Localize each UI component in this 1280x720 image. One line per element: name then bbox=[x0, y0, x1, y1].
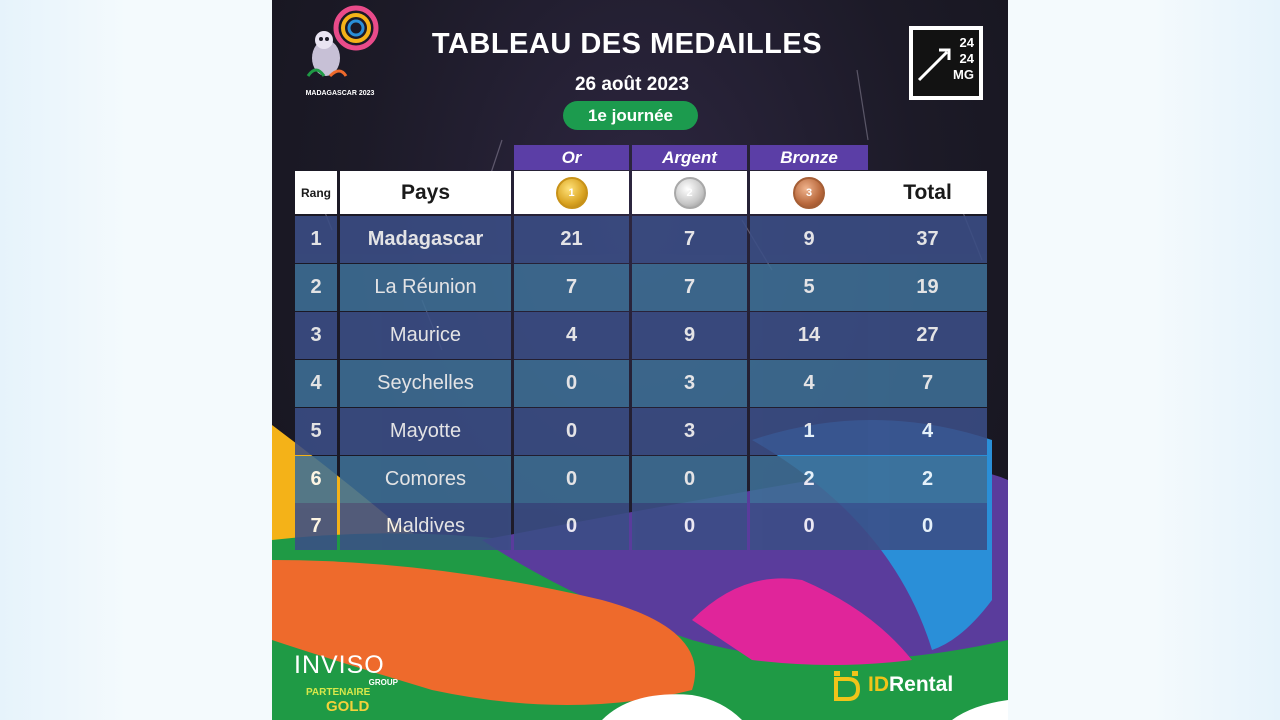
column-header-total: Total bbox=[868, 171, 987, 214]
orange-wave bbox=[272, 560, 696, 705]
sponsor-partner-label: PARTENAIRE bbox=[306, 687, 371, 698]
white-swirl bbox=[602, 694, 742, 720]
sponsor-tier-label: GOLD bbox=[326, 698, 370, 715]
cell-country: Madagascar bbox=[340, 216, 511, 263]
sponsor-inviso: INVISO GROUP PARTENAIRE GOLD bbox=[294, 652, 424, 720]
cell-total: 2 bbox=[868, 456, 987, 503]
cell-bronze: 0 bbox=[750, 503, 868, 550]
cell-rank: 2 bbox=[295, 264, 337, 311]
cell-silver: 0 bbox=[632, 456, 747, 503]
cell-total: 0 bbox=[868, 503, 987, 550]
cell-rank: 4 bbox=[295, 360, 337, 407]
medal-table-poster: MADAGASCAR 2023 TABLEAU DES MEDAILLES 26… bbox=[272, 0, 1008, 720]
cell-rank: 6 bbox=[295, 456, 337, 503]
cell-bronze: 2 bbox=[750, 456, 868, 503]
idrental-logo-icon bbox=[834, 671, 861, 701]
brand-logo-line-2: 24 bbox=[959, 51, 974, 66]
cell-country: Maldives bbox=[340, 503, 511, 550]
arrow-icon bbox=[917, 48, 951, 82]
cell-silver: 0 bbox=[632, 503, 747, 550]
idrental-prefix: ID bbox=[868, 673, 889, 696]
idrental-wordmark: IDRental bbox=[868, 673, 953, 697]
brand-logo-line-1: 24 bbox=[959, 35, 974, 50]
sponsor-idrental: IDRental bbox=[832, 667, 953, 703]
media-brand-logo: 24 24 MG bbox=[909, 26, 983, 100]
cell-rank: 1 bbox=[295, 216, 337, 263]
day-badge: 1e journée bbox=[563, 101, 698, 130]
column-header-country: Pays bbox=[340, 171, 511, 214]
cell-silver: 3 bbox=[632, 360, 747, 407]
cell-total: 7 bbox=[868, 360, 987, 407]
table-row: 5 Mayotte 0 3 1 4 bbox=[295, 408, 987, 455]
brand-logo-line-3: MG bbox=[953, 67, 974, 82]
cell-bronze: 9 bbox=[750, 216, 868, 263]
cell-bronze: 14 bbox=[750, 312, 868, 359]
event-logo: MADAGASCAR 2023 bbox=[294, 4, 386, 102]
cell-rank: 7 bbox=[295, 503, 337, 550]
cell-country: Comores bbox=[340, 456, 511, 503]
cell-total: 19 bbox=[868, 264, 987, 311]
cell-country: Maurice bbox=[340, 312, 511, 359]
column-header-rank: Rang bbox=[295, 171, 337, 214]
table-row: 4 Seychelles 0 3 4 7 bbox=[295, 360, 987, 407]
cell-country: Seychelles bbox=[340, 360, 511, 407]
lemur-emblem-icon bbox=[306, 5, 379, 78]
cell-gold: 21 bbox=[514, 216, 629, 263]
cell-silver: 7 bbox=[632, 216, 747, 263]
cell-total: 4 bbox=[868, 408, 987, 455]
pink-wave bbox=[692, 578, 912, 665]
cell-gold: 0 bbox=[514, 360, 629, 407]
category-bronze: Bronze bbox=[750, 145, 868, 170]
cell-silver: 3 bbox=[632, 408, 747, 455]
cell-rank: 3 bbox=[295, 312, 337, 359]
table-row: 2 La Réunion 7 7 5 19 bbox=[295, 264, 987, 311]
cell-silver: 7 bbox=[632, 264, 747, 311]
category-silver: Argent bbox=[632, 145, 747, 170]
table-row: 3 Maurice 4 9 14 27 bbox=[295, 312, 987, 359]
gold-medal-icon: 1 bbox=[555, 176, 588, 209]
sponsor-inviso-name: INVISO bbox=[294, 651, 385, 679]
cell-gold: 0 bbox=[514, 456, 629, 503]
cell-country: Mayotte bbox=[340, 408, 511, 455]
table-row: 7 Maldives 0 0 0 0 bbox=[295, 503, 987, 550]
cell-rank: 5 bbox=[295, 408, 337, 455]
cell-total: 27 bbox=[868, 312, 987, 359]
bronze-medal-icon: 3 bbox=[793, 176, 825, 209]
event-logo-caption: MADAGASCAR 2023 bbox=[305, 90, 375, 97]
cell-gold: 7 bbox=[514, 264, 629, 311]
cell-gold: 4 bbox=[514, 312, 629, 359]
cell-gold: 0 bbox=[514, 503, 629, 550]
cell-total: 37 bbox=[868, 216, 987, 263]
table-row: 6 Comores 0 0 2 2 bbox=[295, 456, 987, 503]
cell-gold: 0 bbox=[514, 408, 629, 455]
cell-bronze: 5 bbox=[750, 264, 868, 311]
white-swirl-right bbox=[952, 700, 1008, 720]
silver-medal-icon: 2 bbox=[673, 176, 706, 209]
idrental-name: Rental bbox=[889, 673, 954, 696]
cell-silver: 9 bbox=[632, 312, 747, 359]
page-date: 26 août 2023 bbox=[574, 74, 690, 95]
cell-country: La Réunion bbox=[340, 264, 511, 311]
column-header-gold: 1 bbox=[514, 171, 629, 214]
cell-bronze: 4 bbox=[750, 360, 868, 407]
table-row: 1 Madagascar 21 7 9 37 bbox=[295, 216, 987, 263]
column-header-bronze: 3 bbox=[750, 171, 868, 214]
cell-bronze: 1 bbox=[750, 408, 868, 455]
category-gold: Or bbox=[514, 145, 629, 170]
column-header-silver: 2 bbox=[632, 171, 747, 214]
page-title: TABLEAU DES MEDAILLES bbox=[431, 28, 823, 60]
sponsor-inviso-group: GROUP bbox=[368, 678, 398, 687]
